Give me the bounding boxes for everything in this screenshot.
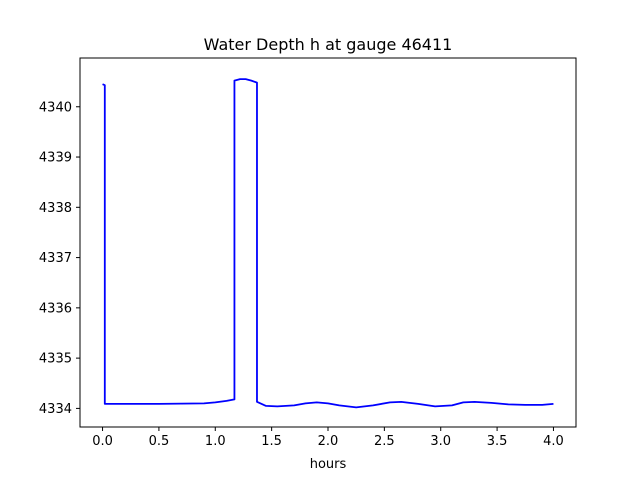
- series-line-0: [102, 78, 554, 409]
- x-axis-label: hours: [310, 457, 347, 472]
- x-tick-label: 3.0: [430, 434, 451, 449]
- x-tick-label: 4.0: [543, 434, 564, 449]
- x-tick-label: 1.5: [261, 434, 282, 449]
- x-tick-label: 0.0: [92, 434, 113, 449]
- y-tick-label: 4337: [39, 251, 72, 266]
- x-tick-label: 2.0: [318, 434, 339, 449]
- y-tick-label: 4339: [39, 151, 72, 166]
- y-tick-label: 4336: [39, 301, 72, 316]
- plot-layer: [102, 78, 554, 409]
- y-tick-label: 4335: [39, 352, 72, 367]
- x-tick-label: 3.5: [487, 434, 508, 449]
- y-tick-label: 4334: [39, 402, 72, 417]
- y-tick-label: 4338: [39, 201, 72, 216]
- y-tick-label: 4340: [39, 100, 72, 115]
- x-tick-label: 1.0: [205, 434, 226, 449]
- x-tick-label: 0.5: [149, 434, 170, 449]
- x-tick-label: 2.5: [374, 434, 395, 449]
- axes-layer: 0.0 0.5 1.0 1.5 2.0 2.5 3.0 3.5 4.0 4334 4335 4336 4…: [39, 57, 577, 449]
- chart-title: Water Depth h at gauge 46411: [204, 35, 453, 54]
